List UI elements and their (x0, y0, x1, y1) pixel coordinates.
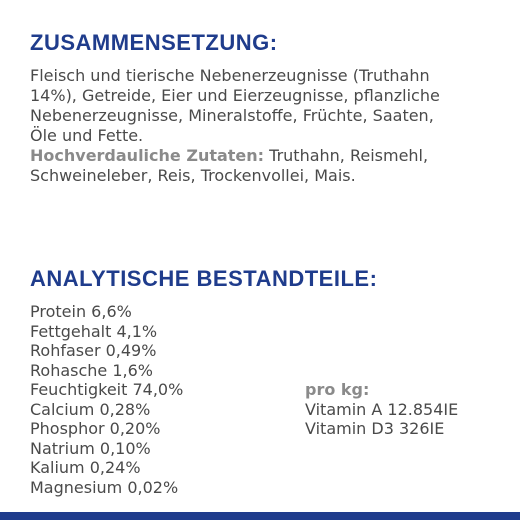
analytical-item: Natrium 0,10% (30, 438, 151, 458)
analytical-item: Kalium 0,24% (30, 458, 141, 477)
digestible-label: Hochverdauliche Zutaten: (30, 146, 265, 165)
digestible-text-continued: Schweineleber, Reis, Trockenvollei, Mais… (30, 166, 356, 185)
composition-line: Öle und Fette. (30, 126, 144, 145)
per-kg-block: pro kg: Vitamin A 12.854IE Vitamin D3 32… (305, 380, 458, 439)
analytical-item: Phosphor 0,20% (30, 419, 161, 438)
digestible-line: Hochverdauliche Zutaten: Truthahn, Reism… (30, 146, 500, 166)
bottom-color-bar (0, 512, 520, 520)
analytical-item: Magnesium 0,02% (30, 477, 179, 497)
digestible-text: Truthahn, Reismehl, (264, 146, 429, 165)
composition-text: Fleisch und tierische Nebenerzeugnisse (… (30, 66, 500, 186)
composition-line: 14%), Getreide, Eier und Eierzeugnisse, … (30, 86, 440, 105)
composition-line: Fleisch und tierische Nebenerzeugnisse (… (30, 66, 430, 85)
composition-line: Nebenerzeugnisse, Mineralstoffe, Früchte… (30, 106, 434, 125)
composition-heading: ZUSAMMENSETZUNG: (30, 30, 278, 55)
per-kg-label: pro kg: (305, 380, 370, 399)
vitamin-item: Vitamin D3 326IE (305, 419, 445, 438)
analytical-item: Fettgehalt 4,1% (30, 321, 158, 341)
analytical-item: Rohasche 1,6% (30, 360, 153, 380)
vitamin-item: Vitamin A 12.854IE (305, 399, 459, 419)
analytical-item: Protein 6,6% (30, 302, 132, 321)
analytical-item: Feuchtigkeit 74,0% (30, 380, 184, 399)
analytical-list: Protein 6,6% Fettgehalt 4,1% Rohfaser 0,… (30, 302, 183, 497)
analytical-item: Calcium 0,28% (30, 399, 151, 419)
analytical-item: Rohfaser 0,49% (30, 341, 157, 360)
analytical-heading: ANALYTISCHE BESTANDTEILE: (30, 266, 378, 291)
